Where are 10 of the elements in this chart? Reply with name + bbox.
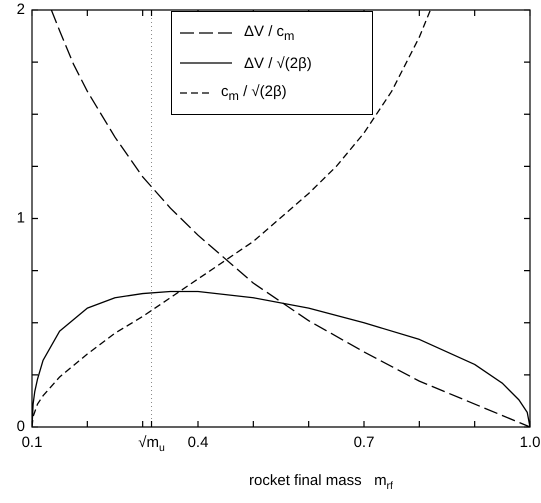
- legend-label: ΔV / √(2β): [244, 54, 312, 72]
- y-tick-label: 2: [16, 1, 25, 18]
- x-tick-label: 0.1: [22, 434, 42, 452]
- y-tick-label: 1: [16, 210, 25, 227]
- legend-label: ΔV / c$_{m}$: [244, 23, 294, 43]
- x-tick-label: 1.0: [520, 434, 540, 452]
- x-tick-label: 0.4: [188, 434, 208, 452]
- x-tick-label: 0.7: [354, 434, 374, 452]
- legend-label: c$_{m}$ / √(2β): [221, 83, 287, 103]
- y-tick-label: 0: [16, 418, 25, 436]
